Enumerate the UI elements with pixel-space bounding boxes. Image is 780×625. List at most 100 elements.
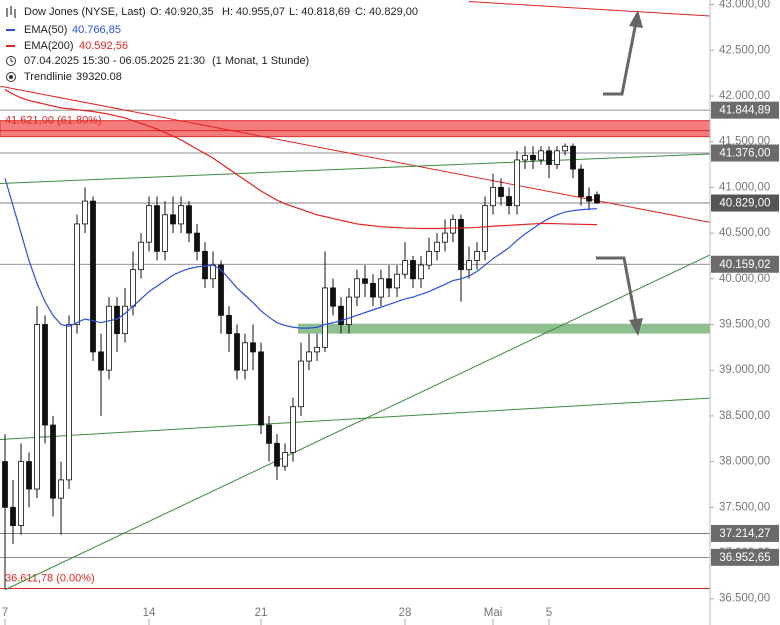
candle-body [514, 159, 520, 207]
y-tick-label: 37.500,00 [719, 501, 770, 513]
candle-body [74, 223, 80, 325]
x-tick-label: 14 [143, 607, 156, 619]
y-tick-label: 40.000,00 [719, 273, 770, 285]
candle-body [242, 342, 248, 371]
candle-body [202, 250, 208, 280]
candle-body [274, 442, 280, 467]
level-label: 40.159,02 [719, 259, 770, 271]
candle-body [122, 305, 128, 335]
legend-background [0, 0, 440, 86]
candle-body [554, 150, 560, 165]
candle-body [482, 205, 488, 252]
legend-value: 40.592,56 [79, 40, 128, 52]
candle-body [586, 196, 592, 202]
candle-body [362, 278, 368, 284]
ohlc-label: H: 40.955,07 [222, 6, 285, 18]
y-tick-label: 38.500,00 [719, 410, 770, 422]
candle-body [298, 360, 304, 408]
ema-line [4, 89, 598, 230]
period: 07.04.2025 15:30 - 06.05.2025 21:30 [24, 55, 205, 67]
candle-body [314, 346, 320, 353]
level-box [711, 144, 779, 162]
candle-body [538, 150, 544, 161]
candle-body [162, 214, 168, 252]
candle-body [498, 186, 504, 197]
candle-body [442, 232, 448, 243]
candle-body [346, 296, 352, 325]
candle-body [522, 154, 528, 161]
clock-icon [6, 56, 16, 66]
candle-body [90, 200, 96, 353]
candle-body [418, 264, 424, 280]
candle-body [146, 205, 152, 243]
candle-body [450, 218, 456, 234]
title: Dow Jones (NYSE, Last) [24, 6, 146, 18]
level-label: 40.829,00 [719, 198, 770, 210]
trendline-name: Trendlinie [24, 71, 72, 83]
chart-icon [6, 6, 16, 18]
level-box [711, 548, 779, 566]
ohlc-label: L: 40.818,69 [289, 6, 350, 18]
y-tick-label: 36.500,00 [719, 593, 770, 605]
candle-body [170, 214, 176, 225]
candle-body [82, 200, 88, 225]
candle-body [250, 342, 256, 353]
candle-body [186, 205, 192, 234]
ohlc-label: O: 40.920,35 [150, 6, 214, 18]
candle-body [338, 305, 344, 325]
level-label: 36.952,65 [719, 552, 770, 564]
ohlc-label: C: 40.829,00 [355, 6, 418, 18]
x-tick-label: 7 [2, 607, 8, 619]
candle-body [42, 324, 48, 426]
candle-body [210, 264, 216, 280]
candle-body [426, 250, 432, 266]
y-tick-label: 43.000,00 [719, 0, 770, 11]
candle-body [226, 314, 232, 335]
y-tick-label: 42.500,00 [719, 44, 770, 56]
x-tick-label: 5 [546, 607, 552, 619]
candle-body [506, 196, 512, 207]
candle-body [282, 452, 288, 467]
candle-body [26, 461, 32, 490]
level-label: 41.844,89 [719, 105, 770, 117]
candle-body [130, 269, 136, 307]
x-tick-label: 28 [399, 607, 412, 619]
candle-body [394, 273, 400, 289]
candle-body [58, 479, 64, 499]
candle-body [306, 351, 312, 362]
legend-value: 40.766,85 [72, 24, 121, 36]
y-tick-label: 40.500,00 [719, 227, 770, 239]
level-box [711, 101, 779, 119]
interval: (1 Monat, 1 Stunde) [212, 55, 309, 67]
candle-body [570, 145, 576, 170]
x-tick-label: Mai [484, 607, 503, 619]
candle-body [154, 205, 160, 252]
candle-body [378, 278, 384, 298]
candle-body [66, 324, 72, 481]
candle-body [18, 461, 24, 526]
trendline-icon [6, 72, 16, 82]
y-tick-label: 41.000,00 [719, 181, 770, 193]
trendline [4, 254, 710, 591]
ema-line [4, 178, 598, 329]
y-tick-label: 38.000,00 [719, 456, 770, 468]
candle-body [402, 260, 408, 275]
y-tick-label: 39.000,00 [719, 364, 770, 376]
candle-body [458, 218, 464, 271]
candle-body [466, 260, 472, 271]
candle-body [266, 424, 272, 444]
candle-body [178, 205, 184, 225]
candle-body [218, 264, 224, 316]
candle-body [594, 194, 600, 204]
candle-body [2, 461, 8, 508]
candle-body [410, 260, 416, 280]
level-box [711, 255, 779, 273]
zone [0, 120, 710, 138]
candle-body [578, 168, 584, 197]
x-tick-label: 21 [255, 607, 268, 619]
candle-body [50, 424, 56, 499]
legend-name: EMA(50) [24, 24, 67, 36]
candle-body [434, 241, 440, 252]
level-box [711, 524, 779, 542]
